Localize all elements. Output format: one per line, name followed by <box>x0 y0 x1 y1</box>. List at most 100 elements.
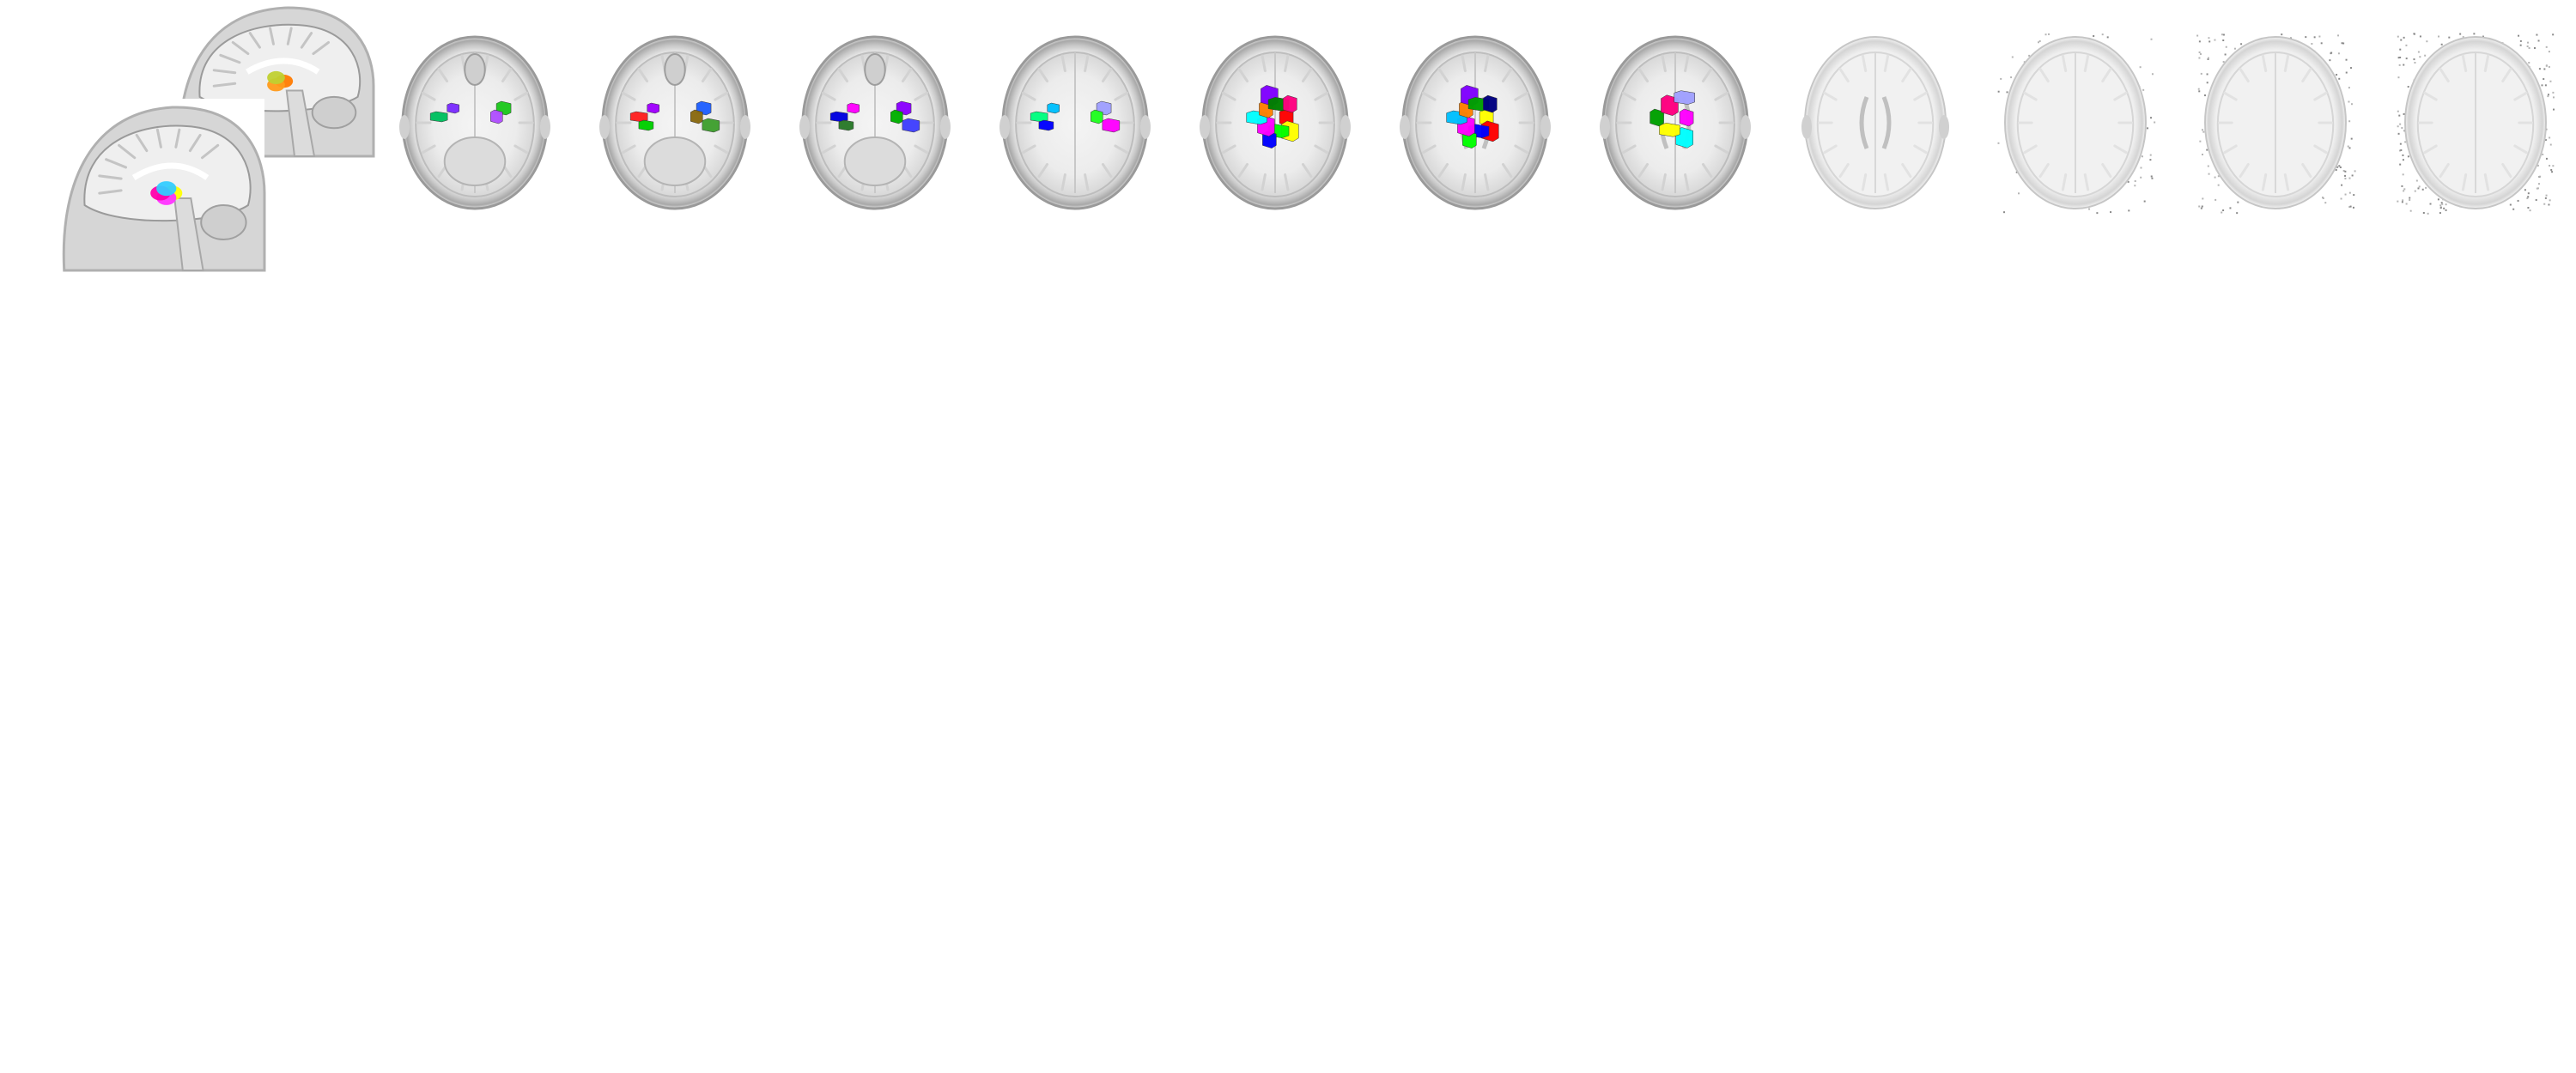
gyrus-line <box>212 82 237 88</box>
noise-speck <box>2322 197 2324 199</box>
gyrus-line <box>2501 67 2512 83</box>
noise-speck <box>2441 203 2444 205</box>
noise-speck <box>2149 154 2152 156</box>
axial-slice-11 <box>2397 33 2555 215</box>
noise-speck <box>2208 173 2210 175</box>
axial-slice-10 <box>2196 33 2356 215</box>
ear-right <box>1340 115 1351 139</box>
gyrus-line <box>1823 91 1838 101</box>
noise-speck <box>2329 59 2331 62</box>
noise-speck <box>2419 35 2421 38</box>
noise-speck <box>2542 153 2544 155</box>
parcellation-region <box>847 102 860 114</box>
noise-speck <box>2424 54 2427 57</box>
sagittal-overlay-region <box>267 70 285 85</box>
gyrus-line <box>1421 91 1437 101</box>
gyrus-line <box>2261 54 2268 73</box>
gyrus-line <box>2283 54 2290 73</box>
noise-speck <box>2440 202 2443 204</box>
noise-speck <box>2201 129 2203 131</box>
noise-speck <box>2010 76 2013 79</box>
gyrus-line <box>1514 144 1529 155</box>
noise-speck <box>2545 157 2548 160</box>
gyrus-line <box>1301 162 1313 179</box>
gyrus-line <box>2023 91 2038 101</box>
parcellation-region <box>902 118 920 133</box>
noise-speck <box>2527 196 2530 198</box>
gyrus-line <box>914 91 929 101</box>
gyrus-line <box>1314 144 1329 155</box>
gyrus-line <box>2113 91 2128 101</box>
noise-speck <box>2552 165 2555 167</box>
noise-speck <box>2404 141 2407 143</box>
gyrus-line <box>2061 173 2068 191</box>
parcellation-region <box>1649 108 1664 127</box>
noise-speck <box>2526 41 2529 44</box>
gyrus-line <box>2439 162 2450 179</box>
orbit-sinus <box>664 53 686 86</box>
gyrus-line <box>2223 91 2238 101</box>
gyrus-line <box>2038 67 2050 83</box>
gyrus-line <box>1901 67 1912 83</box>
noise-speck <box>2552 91 2555 94</box>
noise-speck <box>2149 159 2152 161</box>
noise-speck <box>2351 174 2354 177</box>
gyrus-line <box>1883 54 1890 73</box>
gyrus-line <box>1437 67 1449 83</box>
gyrus-line <box>1314 91 1329 101</box>
gyrus-line <box>1514 91 1529 101</box>
noise-speck <box>2397 76 2400 79</box>
noise-speck <box>2528 62 2530 64</box>
noise-speck <box>2526 45 2529 48</box>
gyrus-line <box>821 91 836 101</box>
ear-left <box>1801 115 1812 139</box>
noise-speck <box>1997 90 2000 93</box>
noise-speck <box>2399 163 2402 166</box>
gyrus-line <box>1021 144 1036 155</box>
noise-speck <box>2399 56 2402 58</box>
noise-speck <box>2352 206 2354 209</box>
ear-right <box>540 115 550 139</box>
parcellation-region <box>690 109 703 124</box>
figure-canvas <box>60 0 2555 272</box>
noise-speck <box>2398 64 2401 66</box>
noise-speck <box>2201 153 2203 155</box>
sagittal-view-front <box>60 99 266 272</box>
gyrus-line <box>1484 173 1490 191</box>
noise-speck <box>2338 165 2341 167</box>
gyrus-line <box>2423 91 2438 101</box>
sagittal-overlay-region <box>156 181 177 197</box>
noise-speck <box>2217 175 2220 178</box>
noise-speck <box>2208 40 2211 43</box>
gyrus-line <box>212 69 237 75</box>
noise-speck <box>2240 43 2243 45</box>
parcellation-region <box>490 109 503 124</box>
noise-speck <box>2214 176 2216 179</box>
noise-speck <box>2101 33 2104 36</box>
noise-speck <box>2150 38 2153 40</box>
noise-speck <box>2535 198 2537 201</box>
noise-speck <box>2344 174 2347 177</box>
gyrus-line <box>2239 67 2250 83</box>
gyrus-line <box>1221 144 1236 155</box>
noise-speck <box>1997 142 2000 144</box>
gyrus-line <box>2239 162 2250 179</box>
noise-speck <box>2549 80 2552 82</box>
parcellation-region <box>702 118 720 133</box>
gyrus-line <box>914 144 929 155</box>
noise-speck <box>2537 183 2540 185</box>
noise-speck <box>2147 127 2149 130</box>
noise-speck <box>2038 39 2041 42</box>
gyrus-line <box>2083 54 2090 73</box>
noise-speck <box>2350 137 2353 140</box>
noise-speck <box>2397 200 2399 203</box>
gyrus-line <box>1838 162 1850 179</box>
gyrus-line <box>1060 54 1066 73</box>
noise-speck <box>2222 209 2225 212</box>
noise-speck <box>2403 190 2405 192</box>
gyrus-line <box>2313 91 2328 101</box>
gyrus-line <box>837 67 849 83</box>
gyrus-line <box>714 144 729 155</box>
noise-speck <box>2443 207 2445 209</box>
noise-speck <box>2344 178 2347 180</box>
